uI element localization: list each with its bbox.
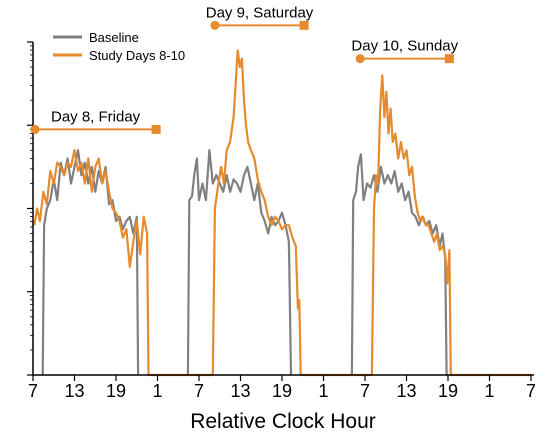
x-tick-label-5: 13	[230, 381, 250, 401]
axes	[32, 42, 534, 376]
x-tick-label-7: 1	[318, 381, 328, 401]
x-ticks: 7 13 19 1 7 13 19 1 7 13 19 1 7	[28, 375, 536, 401]
x-tick-label-3: 1	[152, 381, 162, 401]
x-axis-title: Relative Clock Hour	[190, 410, 376, 433]
annotation-label-day-10: Day 10, Sunday	[351, 38, 458, 55]
x-tick-label-11: 1	[484, 381, 494, 401]
series-line-study-days-0	[33, 49, 531, 377]
series-layer	[33, 49, 531, 377]
x-tick-label-8: 7	[360, 381, 370, 401]
legend-label-baseline: Baseline	[89, 30, 139, 45]
annotation-day-8: Day 8, Friday	[30, 108, 161, 134]
y-ticks	[27, 41, 33, 376]
x-tick-label-9: 13	[396, 381, 416, 401]
x-tick-label-0: 7	[28, 381, 38, 401]
annotation-start-marker-day-10	[355, 54, 365, 64]
annotation-label-day-8: Day 8, Friday	[51, 108, 141, 125]
annotations: Day 8, Friday Day 9, Saturday Day 10, Su…	[30, 4, 459, 134]
x-tick-label-4: 7	[194, 381, 204, 401]
annotation-start-marker-day-8	[30, 124, 40, 134]
annotation-end-marker-day-9	[299, 20, 309, 30]
x-tick-label-12: 7	[526, 381, 536, 401]
annotation-label-day-9: Day 9, Saturday	[206, 4, 314, 21]
annotation-start-marker-day-9	[210, 20, 220, 30]
x-tick-label-2: 19	[106, 381, 126, 401]
x-tick-label-6: 19	[272, 381, 292, 401]
series-line-baseline-2	[350, 153, 448, 376]
annotation-day-9: Day 9, Saturday	[206, 4, 314, 30]
x-tick-label-10: 19	[438, 381, 458, 401]
series-line-baseline-1	[186, 149, 293, 376]
annotation-day-10: Day 10, Sunday	[351, 38, 459, 64]
annotation-end-marker-day-8	[151, 124, 161, 134]
legend-label-study-days: Study Days 8-10	[89, 48, 185, 63]
legend: Baseline Study Days 8-10	[53, 30, 185, 63]
annotation-end-marker-day-10	[444, 54, 454, 64]
x-tick-label-1: 13	[64, 381, 84, 401]
